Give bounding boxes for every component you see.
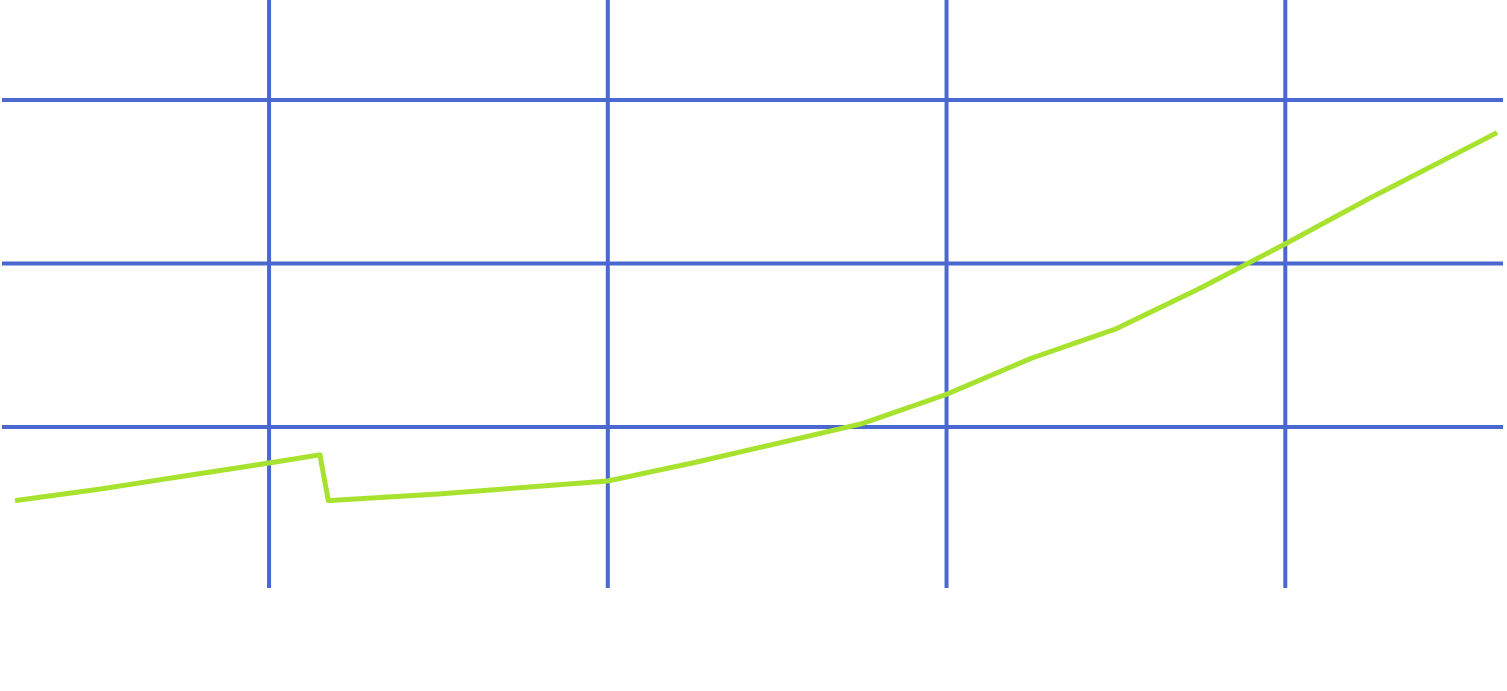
series-line xyxy=(14,130,1499,504)
grid xyxy=(2,0,1503,588)
series-layer xyxy=(14,130,1499,504)
